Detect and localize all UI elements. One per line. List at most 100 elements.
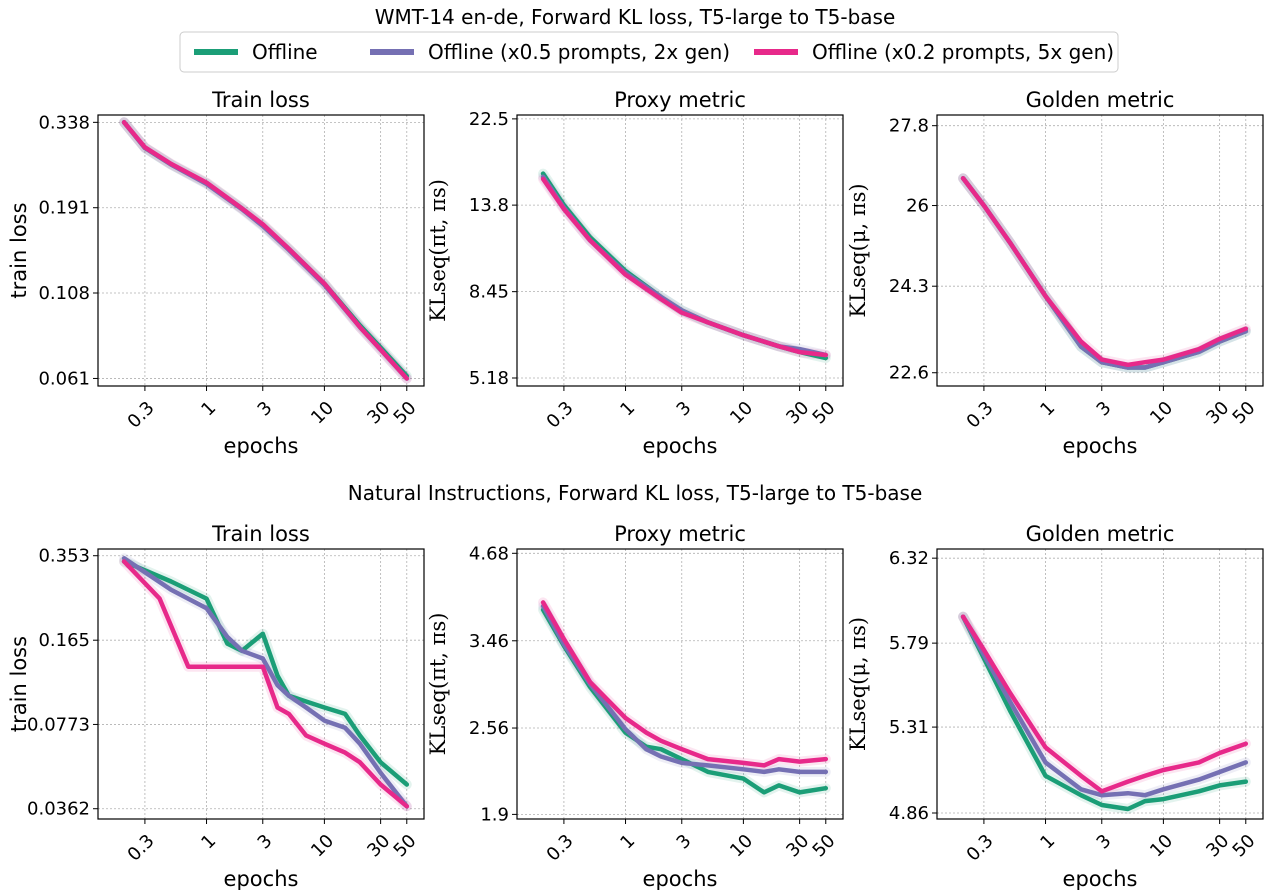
series-group: [538, 168, 831, 363]
x-tick-label: 1: [197, 830, 220, 853]
row-title-natural-instructions: Natural Instructions, Forward KL loss, T…: [348, 481, 923, 505]
series-line-1: [960, 176, 1249, 370]
y-tick-label: 0.0362: [27, 799, 90, 820]
x-tick-label: 3: [254, 397, 277, 420]
x-tick-label: 3: [1093, 830, 1116, 853]
series-band-3: [958, 173, 1251, 370]
y-tick-label: 3.46: [469, 631, 509, 652]
legend-label-offline-half: Offline (x0.5 prompts, 2x gen): [428, 40, 730, 64]
x-tick-label: 0.3: [543, 830, 578, 865]
y-axis-label: KLseq(μ, πs): [846, 183, 870, 317]
x-tick-label: 3: [673, 397, 696, 420]
x-tick-label: 50: [1229, 397, 1260, 428]
y-tick-label: 0.338: [38, 112, 90, 133]
x-tick-label: 1: [197, 397, 220, 420]
x-tick-label: 0.3: [543, 397, 578, 432]
series-band-1: [958, 173, 1251, 373]
x-tick-label: 0.3: [963, 830, 998, 865]
x-tick-label: 0.3: [124, 830, 159, 865]
x-tick-label: 10: [1146, 397, 1177, 428]
y-tick-label: 0.0773: [27, 714, 90, 735]
y-axis-label: KLseq(πt, πs): [426, 179, 450, 322]
x-tick-label: 50: [809, 830, 840, 861]
x-tick-label: 1: [1036, 830, 1059, 853]
y-tick-label: 27.8: [889, 116, 929, 137]
x-tick-label: 10: [1146, 830, 1177, 861]
x-tick-label: 10: [307, 397, 338, 428]
y-tick-label: 6.32: [889, 548, 929, 569]
axes-frame: [516, 548, 844, 820]
y-tick-label: 24.3: [889, 276, 929, 297]
subplot-title: Golden metric: [1026, 522, 1175, 546]
series-line-2: [121, 556, 410, 809]
y-tick-label: 0.061: [38, 368, 90, 389]
axes-frame: [516, 114, 844, 387]
x-tick-label: 50: [390, 397, 421, 428]
x-tick-label: 0.3: [963, 397, 998, 432]
subplot-title: Train loss: [211, 88, 310, 112]
subplot-title: Proxy metric: [614, 88, 746, 112]
y-tick-label: 22.5: [469, 109, 509, 130]
series-line-3: [121, 559, 410, 809]
y-tick-label: 5.18: [469, 368, 509, 389]
series-line-3: [960, 614, 1249, 794]
series-band-1: [538, 168, 831, 363]
y-tick-label: 5.31: [889, 717, 929, 738]
legend: Offline Offline (x0.5 prompts, 2x gen) O…: [179, 31, 1119, 73]
x-tick-label: 1: [1036, 397, 1059, 420]
y-axis-label: train loss: [7, 636, 31, 732]
axes-frame: [936, 114, 1264, 387]
legend-frame: [179, 31, 1119, 73]
y-axis-label: train loss: [7, 202, 31, 298]
x-axis-label: epochs: [643, 434, 718, 458]
y-tick-label: 1.9: [480, 804, 509, 825]
legend-label-offline: Offline: [252, 40, 318, 64]
series-group: [958, 611, 1251, 814]
x-axis-label: epochs: [1063, 434, 1138, 458]
y-tick-label: 5.79: [889, 633, 929, 654]
x-tick-label: 10: [726, 397, 757, 428]
x-tick-label: 3: [1093, 397, 1116, 420]
y-tick-label: 0.353: [38, 546, 90, 567]
y-tick-label: 0.191: [38, 198, 90, 219]
series-line-3: [121, 120, 410, 381]
series-line-1: [121, 559, 410, 787]
y-tick-label: 4.68: [469, 543, 509, 564]
subplot-title: Train loss: [211, 522, 310, 546]
subplot-title: Golden metric: [1026, 88, 1175, 112]
series-line-2: [960, 614, 1249, 798]
y-tick-label: 26: [906, 196, 929, 217]
series-band-2: [538, 171, 831, 360]
series-group: [538, 597, 831, 798]
x-tick-label: 10: [726, 830, 757, 861]
series-line-3: [540, 176, 829, 358]
x-axis-label: epochs: [643, 867, 718, 890]
y-tick-label: 22.6: [889, 363, 929, 384]
series-line-3: [540, 600, 829, 768]
axes-frame: [97, 114, 425, 387]
series-group: [119, 117, 412, 384]
y-tick-label: 8.45: [469, 282, 509, 303]
x-tick-label: 50: [390, 830, 421, 861]
y-axis-label: KLseq(πt, πs): [426, 613, 450, 756]
x-axis-label: epochs: [224, 867, 299, 890]
row-title-wmt: WMT-14 en-de, Forward KL loss, T5-large …: [375, 5, 896, 29]
series-line-3: [960, 176, 1249, 368]
x-tick-label: 50: [1229, 830, 1260, 861]
y-tick-label: 4.86: [889, 803, 929, 824]
x-tick-label: 10: [307, 830, 338, 861]
x-tick-label: 1: [616, 397, 639, 420]
series-line-1: [960, 614, 1249, 812]
y-axis-label: KLseq(μ, πs): [846, 617, 870, 751]
series-line-2: [960, 176, 1249, 370]
x-tick-label: 50: [809, 397, 840, 428]
series-group: [958, 173, 1251, 373]
series-line-1: [540, 171, 829, 361]
legend-label-offline-fifth: Offline (x0.2 prompts, 5x gen): [812, 40, 1114, 64]
x-tick-label: 3: [254, 830, 277, 853]
